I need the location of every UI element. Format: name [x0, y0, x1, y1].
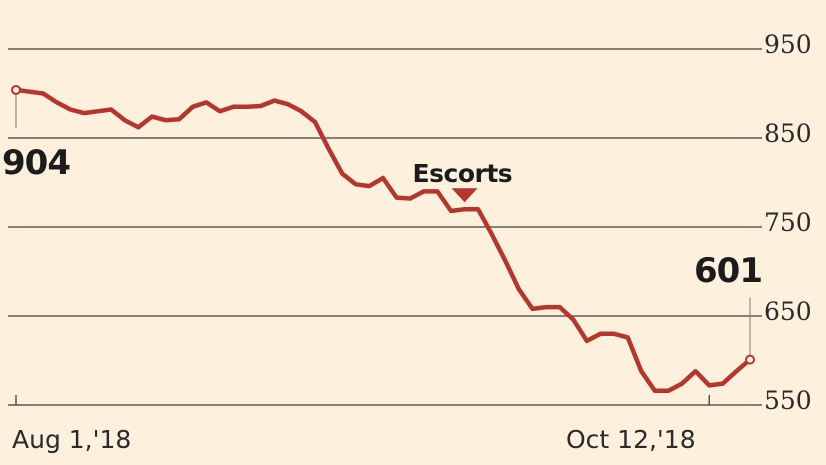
- annotation-marker-triangle: [451, 188, 478, 203]
- price-line: [13, 87, 753, 394]
- end-value-label: 601: [694, 251, 762, 291]
- x-tick-label: Oct 12,'18: [566, 425, 696, 454]
- start-point-marker: [11, 84, 21, 95]
- annotation-label: Escorts: [413, 159, 513, 188]
- y-tick-label: 950: [764, 30, 812, 59]
- y-tick-label: 650: [764, 297, 812, 326]
- y-tick-label: 850: [764, 119, 812, 148]
- end-point-marker: [745, 354, 755, 365]
- y-tick-label: 550: [764, 386, 812, 415]
- start-value-label: 904: [2, 143, 70, 183]
- x-axis-ticks: Aug 1,'18 Oct 12,'18: [12, 395, 710, 454]
- y-tick-label: 750: [764, 208, 812, 237]
- y-axis-ticks: 950 850 750 650 550: [764, 30, 812, 415]
- gridlines: [8, 48, 762, 406]
- x-tick-label: Aug 1,'18: [12, 425, 131, 454]
